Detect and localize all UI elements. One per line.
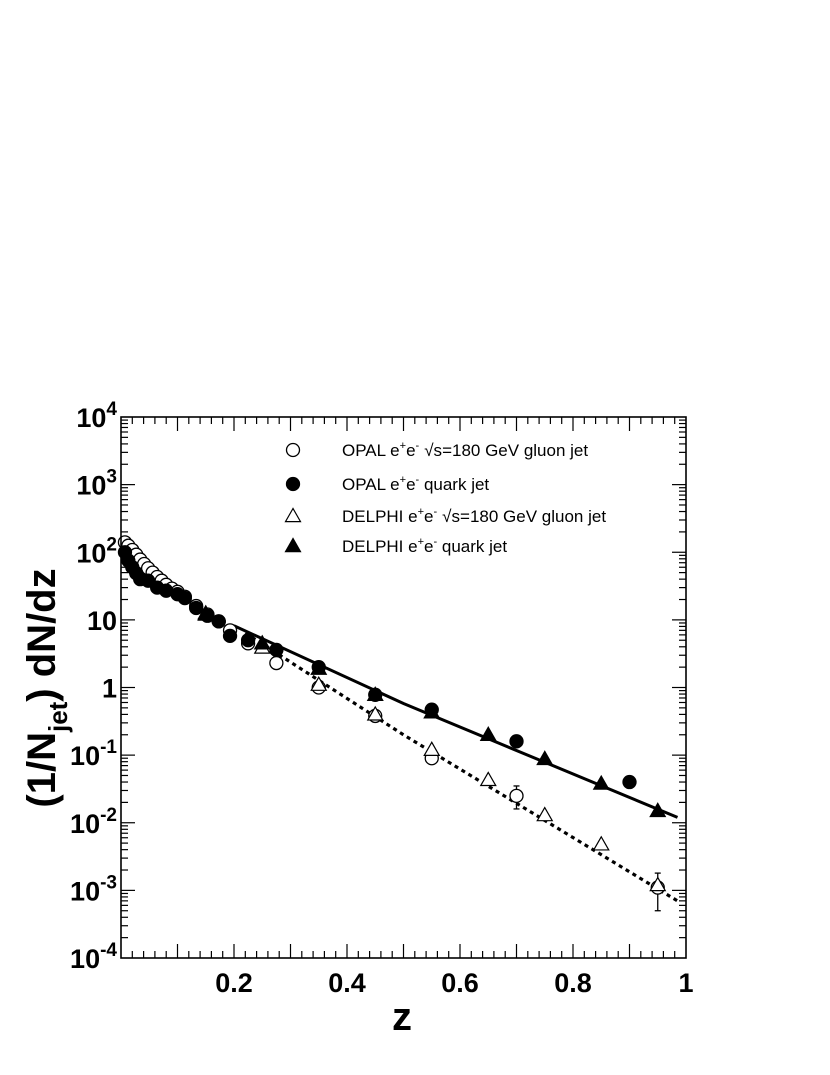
legend: OPAL e+e- √s=180 GeV gluon jet OPAL e+e- q… [284, 440, 606, 556]
y-tick-label: 103 [76, 467, 117, 501]
y-tick-label: 10-1 [70, 737, 117, 771]
legend-label: OPAL e+e- √s=180 GeV gluon jet [342, 440, 588, 460]
plot-frame [120, 416, 687, 959]
legend-label: DELPHI e+e- quark jet [342, 536, 507, 556]
data-point-filled-triangle [197, 604, 215, 620]
y-axis-title-subscript: jet [43, 701, 73, 733]
data-point-filled-triangle [536, 750, 554, 766]
data-point-filled-circle [269, 642, 284, 658]
data-point-open-triangle [366, 705, 384, 721]
data-point-filled-triangle [253, 634, 271, 650]
data-point-filled-circle [211, 614, 226, 629]
y-axis-title-part2: ) dN/dz [20, 568, 64, 701]
y-tick-label: 10-2 [70, 805, 117, 839]
y-axis-title-part1: (1/N [20, 732, 64, 808]
x-tick-label: 0.2 [215, 968, 253, 998]
x-axis-title: z [392, 995, 412, 1039]
y-axis-title: (1/Njet) dN/dz [20, 568, 73, 807]
data-point-open-circle [269, 655, 284, 671]
y-tick-label: 10-4 [70, 940, 117, 974]
data-point-open-triangle [310, 675, 328, 691]
data-point-open-triangle [479, 771, 497, 787]
data-point-filled-triangle [592, 774, 610, 790]
legend-label: OPAL e+e- quark jet [342, 474, 489, 494]
fit-curves [233, 624, 679, 903]
data-point-open-triangle [423, 741, 441, 756]
svg-text:(1/Njet) dN/dz: (1/Njet) dN/dz [20, 568, 73, 807]
data-point-filled-circle [222, 628, 238, 644]
legend-label: DELPHI e+e- √s=180 GeV gluon jet [342, 506, 606, 526]
data-point-open-triangle [592, 835, 610, 851]
data-point-filled-circle [622, 774, 637, 790]
data-point-filled-triangle [423, 703, 441, 719]
quark-fit-curve [233, 624, 679, 819]
data-point-filled-circle [188, 600, 204, 616]
data-point-filled-triangle [479, 726, 497, 741]
x-tick-labels: 0.2 0.4 0.6 0.8 1 [215, 968, 693, 998]
y-tick-label: 102 [76, 534, 117, 568]
y-tick-label: 10 [87, 606, 117, 636]
x-tick-label: 0.8 [554, 968, 592, 998]
x-tick-label: 0.6 [441, 968, 479, 998]
data-point-filled-triangle [366, 686, 384, 702]
data-point-filled-circle [240, 633, 256, 648]
legend-marker-filled-circle [285, 476, 301, 492]
y-tick-label: 10-3 [70, 872, 117, 906]
gluon-fit-curve [244, 631, 679, 903]
data-point-filled-triangle [649, 802, 667, 818]
data-point-filled-circle [177, 590, 192, 606]
error-bars [513, 776, 661, 912]
legend-marker-open-circle [285, 442, 301, 458]
data-points [117, 535, 667, 895]
y-tick-label: 1 [102, 674, 117, 704]
x-tick-label: 0.4 [328, 968, 366, 998]
data-point-open-triangle [649, 876, 667, 892]
axis-ticks [121, 417, 686, 958]
data-point-open-triangle [536, 806, 554, 822]
y-tick-label: 104 [76, 399, 117, 433]
data-point-filled-circle [509, 734, 524, 749]
data-point-filled-triangle [310, 659, 328, 675]
data-point-open-circle [509, 788, 524, 803]
legend-marker-filled-triangle [284, 537, 302, 553]
x-tick-label: 1 [678, 968, 693, 998]
legend-marker-open-triangle [284, 507, 302, 523]
